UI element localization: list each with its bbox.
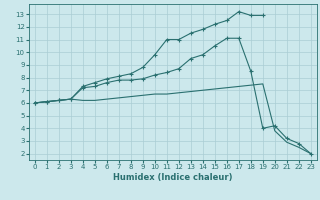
X-axis label: Humidex (Indice chaleur): Humidex (Indice chaleur) [113,173,233,182]
